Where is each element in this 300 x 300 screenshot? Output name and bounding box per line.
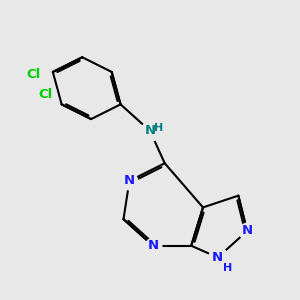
Text: N: N bbox=[242, 224, 253, 238]
Text: H: H bbox=[224, 263, 233, 273]
Text: Cl: Cl bbox=[38, 88, 52, 100]
Text: N: N bbox=[124, 174, 135, 188]
Text: Cl: Cl bbox=[27, 68, 41, 81]
Text: N: N bbox=[144, 124, 156, 137]
Text: H: H bbox=[154, 123, 164, 133]
Text: N: N bbox=[212, 251, 223, 264]
Text: N: N bbox=[147, 239, 158, 252]
